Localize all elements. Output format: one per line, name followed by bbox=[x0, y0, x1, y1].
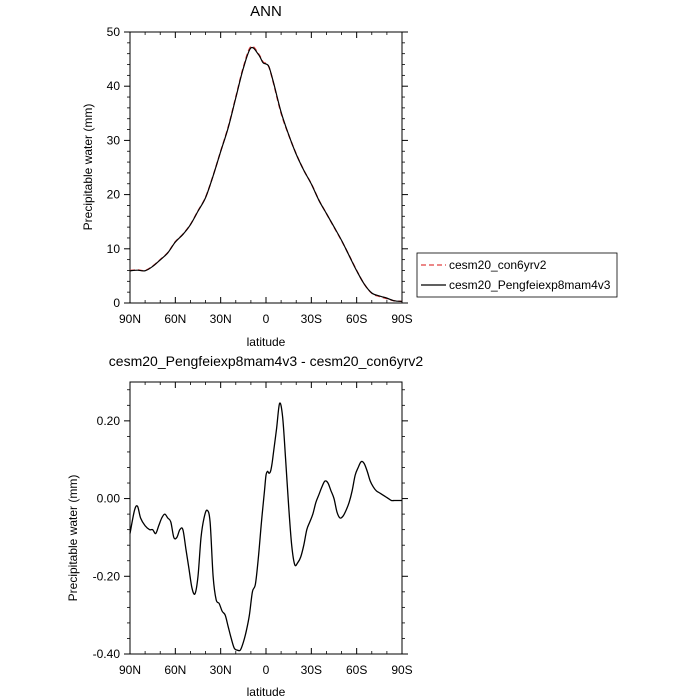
x-tick-label: 30N bbox=[210, 663, 232, 677]
top-plot-frame bbox=[129, 31, 403, 304]
legend: cesm20_con6yrv2 cesm20_Pengfeiexp8mam4v3 bbox=[416, 252, 618, 298]
y-tick-label: -0.20 bbox=[93, 569, 121, 583]
y-tick-label: 40 bbox=[107, 79, 121, 93]
x-tick-label: 60S bbox=[346, 663, 367, 677]
bottom-axis-ticks: 90N 60N 30N 0 30S 60S 90S 0.20 0.00 -0.20 -0.40 bbox=[93, 382, 413, 677]
x-tick-label: 90S bbox=[391, 663, 412, 677]
x-tick-label: 0 bbox=[263, 663, 270, 677]
legend-box bbox=[416, 252, 618, 298]
bottom-x-axis-label: latitude bbox=[247, 685, 286, 699]
top-panel: ANN Precipitable water (mm) latitude 90N… bbox=[81, 3, 413, 349]
x-tick-label: 0 bbox=[263, 312, 270, 326]
y-tick-label: 20 bbox=[107, 188, 121, 202]
x-tick-label: 60N bbox=[164, 663, 186, 677]
series-line-cesm20-con6yrv2 bbox=[129, 45, 403, 303]
bottom-plot-series bbox=[129, 402, 402, 652]
y-tick-label: 0.00 bbox=[97, 492, 121, 506]
top-x-axis-label: latitude bbox=[247, 335, 286, 349]
y-tick-label: 50 bbox=[107, 25, 121, 39]
bottom-panel: cesm20_Pengfeiexp8mam4v3 - cesm20_con6yr… bbox=[66, 353, 423, 699]
legend-label-cesm20-con6yrv2: cesm20_con6yrv2 bbox=[449, 258, 547, 272]
x-tick-label: 30N bbox=[210, 312, 232, 326]
bottom-plot-frame bbox=[129, 381, 403, 655]
x-tick-label: 30S bbox=[301, 312, 322, 326]
top-plot-series bbox=[129, 45, 403, 303]
y-tick-label: 0 bbox=[113, 296, 120, 310]
series-line-difference bbox=[129, 402, 402, 652]
x-tick-label: 90N bbox=[119, 312, 141, 326]
y-tick-label: 30 bbox=[107, 133, 121, 147]
x-tick-label: 90N bbox=[119, 663, 141, 677]
bottom-y-axis-label: Precipitable water (mm) bbox=[66, 475, 80, 602]
x-tick-label: 90S bbox=[391, 312, 412, 326]
bottom-chart-title: cesm20_Pengfeiexp8mam4v3 - cesm20_con6yr… bbox=[109, 353, 424, 369]
x-tick-label: 30S bbox=[301, 663, 322, 677]
top-axis-ticks: 90N 60N 30N 0 30S 60S 90S 0 10 20 30 40 50 bbox=[107, 25, 413, 326]
series-line-cesm20-pengfeiexp8mam4v3 bbox=[129, 46, 403, 302]
y-tick-label: -0.40 bbox=[93, 647, 121, 661]
y-tick-label: 0.20 bbox=[97, 414, 121, 428]
y-tick-label: 10 bbox=[107, 242, 121, 256]
top-chart-title: ANN bbox=[250, 3, 282, 20]
top-y-axis-label: Precipitable water (mm) bbox=[81, 104, 95, 231]
x-tick-label: 60S bbox=[346, 312, 367, 326]
legend-label-cesm20-pengfeiexp8mam4v3: cesm20_Pengfeiexp8mam4v3 bbox=[449, 278, 611, 292]
x-tick-label: 60N bbox=[164, 312, 186, 326]
